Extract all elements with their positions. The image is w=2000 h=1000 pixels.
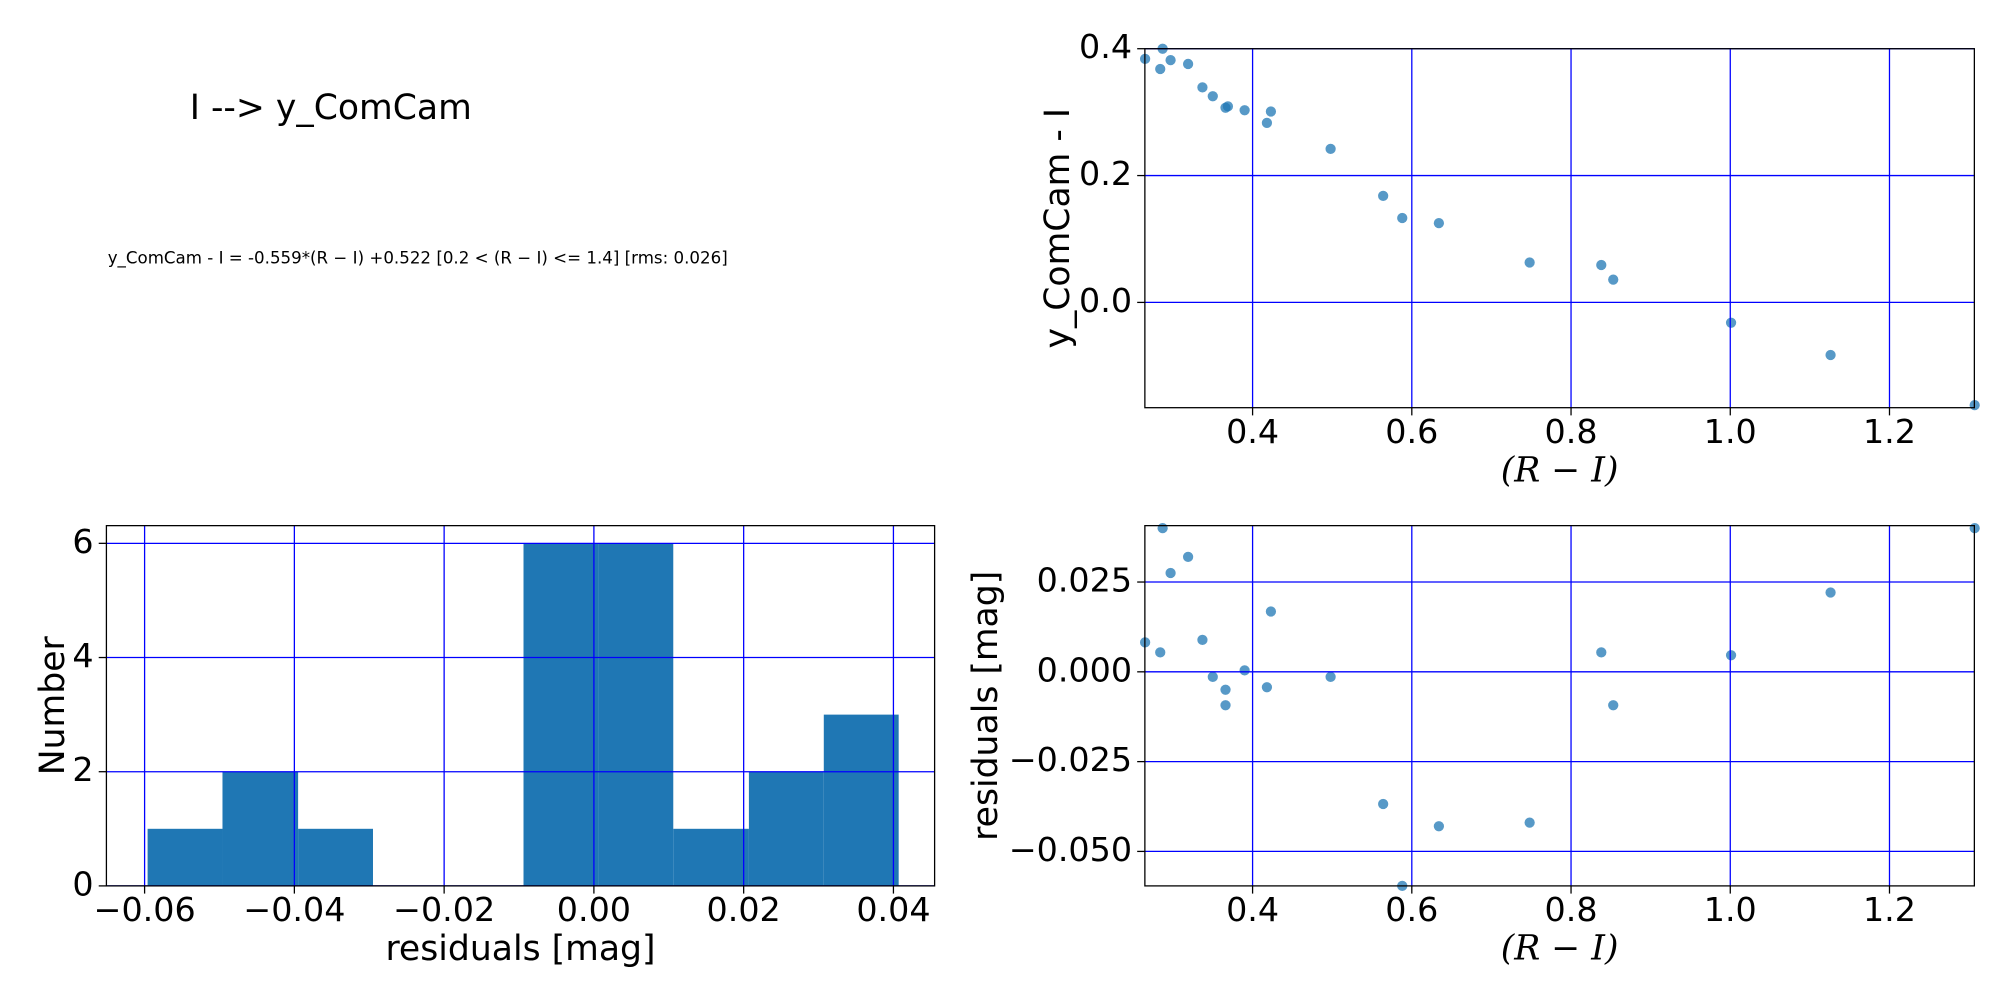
x-tick-label: 0.02	[707, 890, 781, 929]
point	[1207, 671, 1218, 682]
y-tick-label: 2	[72, 750, 93, 789]
y-tick-label: −0.025	[1009, 740, 1132, 779]
y-tick-label: −0.050	[1009, 830, 1132, 869]
point	[1207, 91, 1218, 102]
point	[1165, 567, 1176, 579]
point	[1433, 821, 1445, 832]
point	[1265, 106, 1277, 117]
point	[1825, 349, 1836, 361]
y-tick-label: 4	[72, 636, 93, 675]
x-axis-label: residuals [mag]	[385, 929, 655, 969]
point	[1157, 523, 1168, 534]
point	[1155, 63, 1166, 75]
x-tick-label: 0.04	[856, 890, 930, 929]
point	[1165, 55, 1176, 66]
axes-frame	[1144, 525, 1976, 887]
point	[1378, 798, 1389, 810]
y-tick-label: 6	[72, 522, 93, 561]
point	[1155, 647, 1166, 658]
axes-frame	[1144, 48, 1976, 409]
point	[1220, 700, 1231, 711]
point	[1220, 684, 1231, 695]
point	[1378, 190, 1389, 201]
bar	[298, 828, 373, 886]
point	[1197, 634, 1208, 645]
x-tick-label: 1.0	[1704, 412, 1757, 451]
bar	[748, 771, 824, 886]
point	[1524, 257, 1535, 268]
figure-title: I --> y_ComCam	[190, 88, 472, 128]
x-axis-label: (R − I)	[1501, 929, 1619, 969]
x-tick-label: 0.6	[1385, 412, 1438, 451]
x-tick-label: 0.8	[1545, 890, 1598, 929]
x-tick-label: 0.4	[1226, 412, 1279, 451]
bar	[673, 828, 749, 886]
y-tick-label: 0.0	[1079, 281, 1132, 320]
point	[1608, 274, 1619, 285]
point	[1397, 212, 1408, 224]
y-tick-label: 0.000	[1037, 650, 1132, 689]
x-tick-label: 1.0	[1704, 890, 1757, 929]
x-tick-label: −0.04	[243, 890, 345, 929]
x-tick-label: 0.00	[557, 890, 631, 929]
point	[1197, 82, 1208, 93]
x-tick-label: 0.6	[1385, 890, 1438, 929]
x-tick-label: 1.2	[1863, 890, 1916, 929]
x-tick-label: −0.06	[94, 890, 196, 929]
point	[1239, 665, 1250, 676]
y-tick-label: 0.4	[1079, 27, 1132, 66]
point	[1596, 647, 1607, 658]
axes-frame	[105, 525, 936, 887]
point	[1825, 587, 1836, 598]
point	[1182, 551, 1194, 563]
bar	[147, 828, 223, 886]
x-tick-label: −0.02	[393, 890, 495, 929]
x-tick-label: 1.2	[1863, 412, 1916, 451]
x-axis-label: (R − I)	[1501, 450, 1619, 490]
point	[1261, 682, 1273, 693]
point	[1265, 606, 1277, 617]
point	[1182, 58, 1194, 70]
point	[1433, 218, 1445, 229]
y-tick-label: 0.2	[1079, 154, 1132, 193]
point	[1222, 101, 1234, 112]
point	[1596, 259, 1607, 271]
x-tick-label: 0.8	[1545, 412, 1598, 451]
point	[1725, 317, 1737, 328]
y-axis-label: residuals [mag]	[966, 571, 1006, 841]
bar	[523, 543, 599, 886]
y-axis-label: Number	[33, 635, 73, 775]
y-axis-label: y_ComCam - I	[1038, 108, 1078, 349]
fit-annotation: y_ComCam - I = -0.559*(R − I) +0.522 [0.…	[108, 248, 728, 268]
bar	[823, 714, 899, 886]
point	[1325, 671, 1336, 682]
point	[1325, 143, 1336, 155]
bar	[598, 543, 674, 886]
point	[1239, 105, 1250, 116]
x-tick-label: 0.4	[1226, 890, 1279, 929]
y-tick-label: 0	[72, 864, 93, 903]
bar	[222, 771, 299, 886]
point	[1725, 650, 1737, 661]
point	[1524, 817, 1535, 828]
point	[1261, 117, 1273, 129]
point	[1608, 700, 1619, 711]
y-tick-label: 0.025	[1037, 561, 1132, 600]
